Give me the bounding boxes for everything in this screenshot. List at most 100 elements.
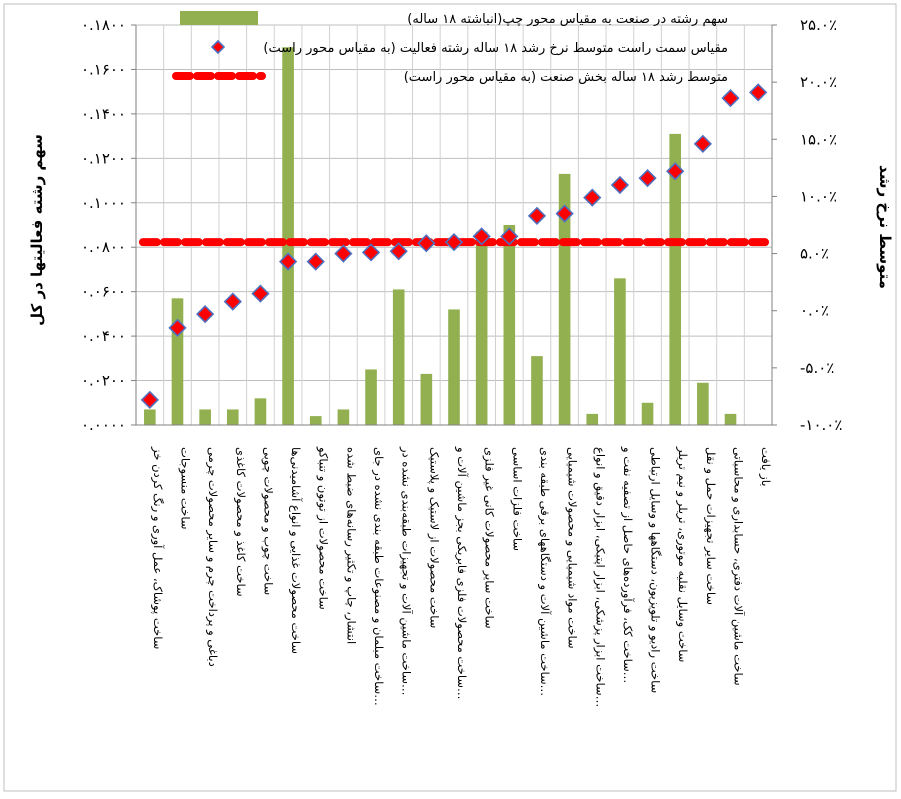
bar [697,382,709,425]
bar-series [144,47,737,425]
bar [614,278,626,425]
data-point [306,252,325,271]
category-label: ساخت محصولات غذایی و انواع آشامیدنی‌ها [288,447,303,654]
right-tick-label: -۵.۰٪ [800,359,834,377]
right-tick-label: ۱۵.۰٪ [800,130,837,148]
bar [669,133,682,425]
data-point [361,243,381,262]
category-label: باز یافت [758,447,773,486]
left-tick-label: ۰.۰۸۰۰ [81,238,126,256]
bar [724,413,737,425]
category-label: ساخت وسایل نقلیه موتوری، تریلر و نیم تری… [675,446,690,662]
data-point [251,284,270,303]
legend-label: متوسط رشد ۱۸ ساله بخش صنعت (به مقیاس محو… [404,70,728,85]
legend-point-swatch [210,39,226,55]
category-label: ساخت مواد شیمیایی و محصولات شیمیایی [565,447,580,649]
category-label: ساخت کاغذ و محصولات کاغذی [233,447,248,597]
data-point [195,305,215,324]
data-point [693,134,713,153]
left-tick-label: ۰.۱۰۰۰ [81,194,126,212]
bar [448,309,460,425]
bar [503,225,516,425]
data-point [610,175,630,195]
right-tick-label: ۱۰.۰٪ [800,187,837,205]
right-tick-label: ۲۰.۰٪ [800,73,837,91]
data-point [389,242,408,261]
bar [475,231,488,425]
left-tick-label: ۰.۰۲۰۰ [81,372,126,390]
right-tick-label: ۵.۰٪ [800,245,829,263]
bar [226,409,239,425]
left-tick-label: ۰.۰۶۰۰ [81,283,126,301]
bar [254,398,267,425]
legend-bar-swatch [180,11,258,25]
data-point [140,390,159,409]
category-label: ساخت ماشین آلات و دستگاههای برقی طبقه بن… [537,447,552,696]
data-point [500,227,519,246]
category-label: ساخت منسوجات [177,447,192,529]
category-label: ساخت ابزار پزشکی، ابزار اپتیکی، ابزار دق… [592,447,607,707]
bar [199,409,211,425]
tick-labels: ۰.۰۰۰۰ ۰.۰۲۰۰ ۰.۰۴۰۰ ۰.۰۶۰۰ ۰.۰۸۰۰ ۰.۱۰۰۰ ۰.۱۲… [81,16,842,434]
bar [420,373,433,425]
left-tick-label: ۰.۱۸۰۰ [81,16,126,34]
bar [171,298,184,425]
bar [144,409,156,425]
gridlines [135,24,773,426]
bar [586,413,599,425]
bar [337,409,350,425]
category-label: ساخت چوب و محصولات چوبی [260,447,275,595]
bar [392,289,405,425]
data-point [749,83,768,102]
right-axis-title: متوسط نرخ رشد [876,165,894,289]
category-label: ساخت رادیو و تلویزیون، دستگاهها و وسایل … [648,447,663,693]
data-point [638,169,657,188]
right-tick-label: ۰.۰٪ [800,302,829,320]
right-tick-label: -۱۰.۰٪ [800,416,842,434]
left-tick-label: ۰.۱۴۰۰ [81,105,126,123]
data-point [666,162,685,181]
data-point [472,227,491,246]
category-label: دباغی و پرداخت چرم و سایر محصولات چرمی [205,447,220,667]
category-label: انتشار، چاپ و تکثیر رسانه‌های ضبط شده [343,447,358,644]
left-tick-label: ۰.۱۲۰۰ [81,149,126,167]
chart-border [3,3,897,792]
category-label: ساخت محصولات فلزی فابریکی بجز ماشین آلات… [454,446,469,699]
right-tick-label: ۲۵.۰٪ [800,16,837,34]
axes [131,24,777,426]
bar [309,416,322,425]
legend: سهم رشته در صنعت به مقیاس محور چپ(انباشت… [172,11,728,85]
category-label: ساخت کک، فرآورده‌های حاصل از تصفیه نفت و… [620,446,635,683]
data-point [555,204,574,223]
data-point [417,234,436,253]
left-tick-label: ۰.۰۴۰۰ [81,327,126,345]
left-axis-title: سهم رشته فعالیتها در کل [28,134,46,326]
left-tick-label: ۰.۱۶۰۰ [81,60,126,78]
data-point [223,292,242,311]
bar [641,402,654,425]
data-point [168,318,187,337]
bar [365,369,377,425]
data-point [721,89,740,108]
growth-rate-points [140,83,768,409]
bar [531,356,543,425]
category-label: ساخت سایر محصولات کانی غیر فلزی [482,447,497,629]
legend-label: سهم رشته در صنعت به مقیاس محور چپ(انباشت… [407,12,728,27]
data-point [444,233,464,252]
category-label: ساخت ماشین آلات و تجهیزات طبقه‌بندی نشده… [399,446,414,696]
data-point [278,252,298,271]
category-labels: ساخت پوشاک، عمل آوری و رنگ کردن خز ساخت م… [150,446,773,707]
category-label: ساخت ماشین آلات دفتری، حسابداری و محاسبا… [731,447,746,686]
data-point [583,188,602,207]
category-label: ساخت سایر تجهیزات حمل و نقل [703,447,718,605]
category-label: ساخت محصولات از توتون و تنباکو [316,446,331,610]
legend-label: مقیاس سمت راست متوسط نرخ رشد ۱۸ ساله رشت… [263,41,728,56]
data-point [334,244,353,263]
bar [282,47,294,425]
category-label: ساخت محصولات از لاستیک و پلاستیک [426,447,441,628]
category-label: ساخت فلزات اساسی [509,447,524,551]
category-label: ساخت مبلمان و مصنوعات طبقه بندی نشده در … [371,447,386,706]
category-label: ساخت پوشاک، عمل آوری و رنگ کردن خز [150,446,165,649]
